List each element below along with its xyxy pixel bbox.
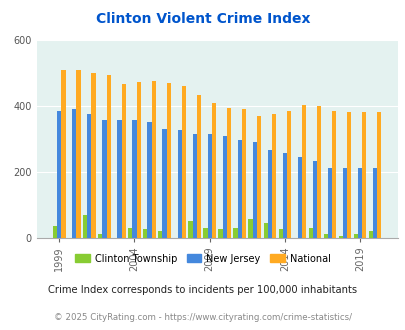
Bar bbox=[136, 82, 141, 238]
Bar bbox=[263, 223, 267, 238]
Bar bbox=[237, 140, 241, 238]
Bar bbox=[76, 70, 81, 238]
Bar bbox=[256, 116, 260, 238]
Bar bbox=[162, 129, 166, 238]
Bar bbox=[132, 120, 136, 238]
Bar bbox=[267, 150, 271, 238]
Bar bbox=[83, 214, 87, 238]
Bar bbox=[117, 120, 121, 238]
Bar bbox=[282, 153, 286, 238]
Bar bbox=[57, 111, 61, 238]
Bar bbox=[323, 234, 327, 238]
Bar bbox=[308, 228, 312, 238]
Bar bbox=[102, 120, 106, 238]
Bar bbox=[286, 111, 290, 238]
Bar bbox=[226, 108, 230, 238]
Bar bbox=[316, 106, 320, 238]
Text: © 2025 CityRating.com - https://www.cityrating.com/crime-statistics/: © 2025 CityRating.com - https://www.city… bbox=[54, 313, 351, 322]
Bar bbox=[151, 81, 156, 238]
Bar bbox=[248, 219, 252, 238]
Bar bbox=[233, 228, 237, 238]
Bar bbox=[372, 168, 376, 238]
Bar bbox=[353, 234, 357, 238]
Bar bbox=[331, 111, 335, 238]
Bar bbox=[207, 134, 211, 238]
Bar bbox=[192, 134, 196, 238]
Bar bbox=[342, 168, 346, 238]
Bar bbox=[357, 168, 361, 238]
Bar bbox=[147, 122, 151, 238]
Bar bbox=[278, 229, 282, 238]
Bar bbox=[106, 75, 111, 238]
Bar bbox=[301, 105, 305, 238]
Bar bbox=[188, 221, 192, 238]
Bar bbox=[181, 86, 185, 238]
Bar bbox=[376, 112, 381, 238]
Text: Crime Index corresponds to incidents per 100,000 inhabitants: Crime Index corresponds to incidents per… bbox=[48, 285, 357, 295]
Bar bbox=[252, 142, 256, 238]
Bar bbox=[98, 234, 102, 238]
Bar bbox=[368, 231, 372, 238]
Bar bbox=[143, 229, 147, 238]
Bar bbox=[271, 114, 275, 238]
Bar bbox=[361, 112, 365, 238]
Text: Clinton Violent Crime Index: Clinton Violent Crime Index bbox=[96, 12, 309, 25]
Bar bbox=[61, 70, 66, 238]
Bar bbox=[338, 236, 342, 238]
Bar bbox=[91, 73, 96, 238]
Bar bbox=[346, 112, 350, 238]
Bar bbox=[203, 228, 207, 238]
Bar bbox=[128, 228, 132, 238]
Bar bbox=[312, 161, 316, 238]
Bar bbox=[241, 109, 245, 238]
Bar bbox=[222, 136, 226, 238]
Bar bbox=[121, 84, 126, 238]
Bar bbox=[211, 103, 215, 238]
Bar bbox=[177, 130, 181, 238]
Legend: Clinton Township, New Jersey, National: Clinton Township, New Jersey, National bbox=[71, 249, 334, 267]
Bar bbox=[53, 226, 57, 238]
Bar bbox=[297, 157, 301, 238]
Bar bbox=[218, 229, 222, 238]
Bar bbox=[87, 114, 91, 238]
Bar bbox=[196, 95, 200, 238]
Bar bbox=[166, 83, 171, 238]
Bar bbox=[158, 231, 162, 238]
Bar bbox=[72, 109, 76, 238]
Bar bbox=[327, 168, 331, 238]
